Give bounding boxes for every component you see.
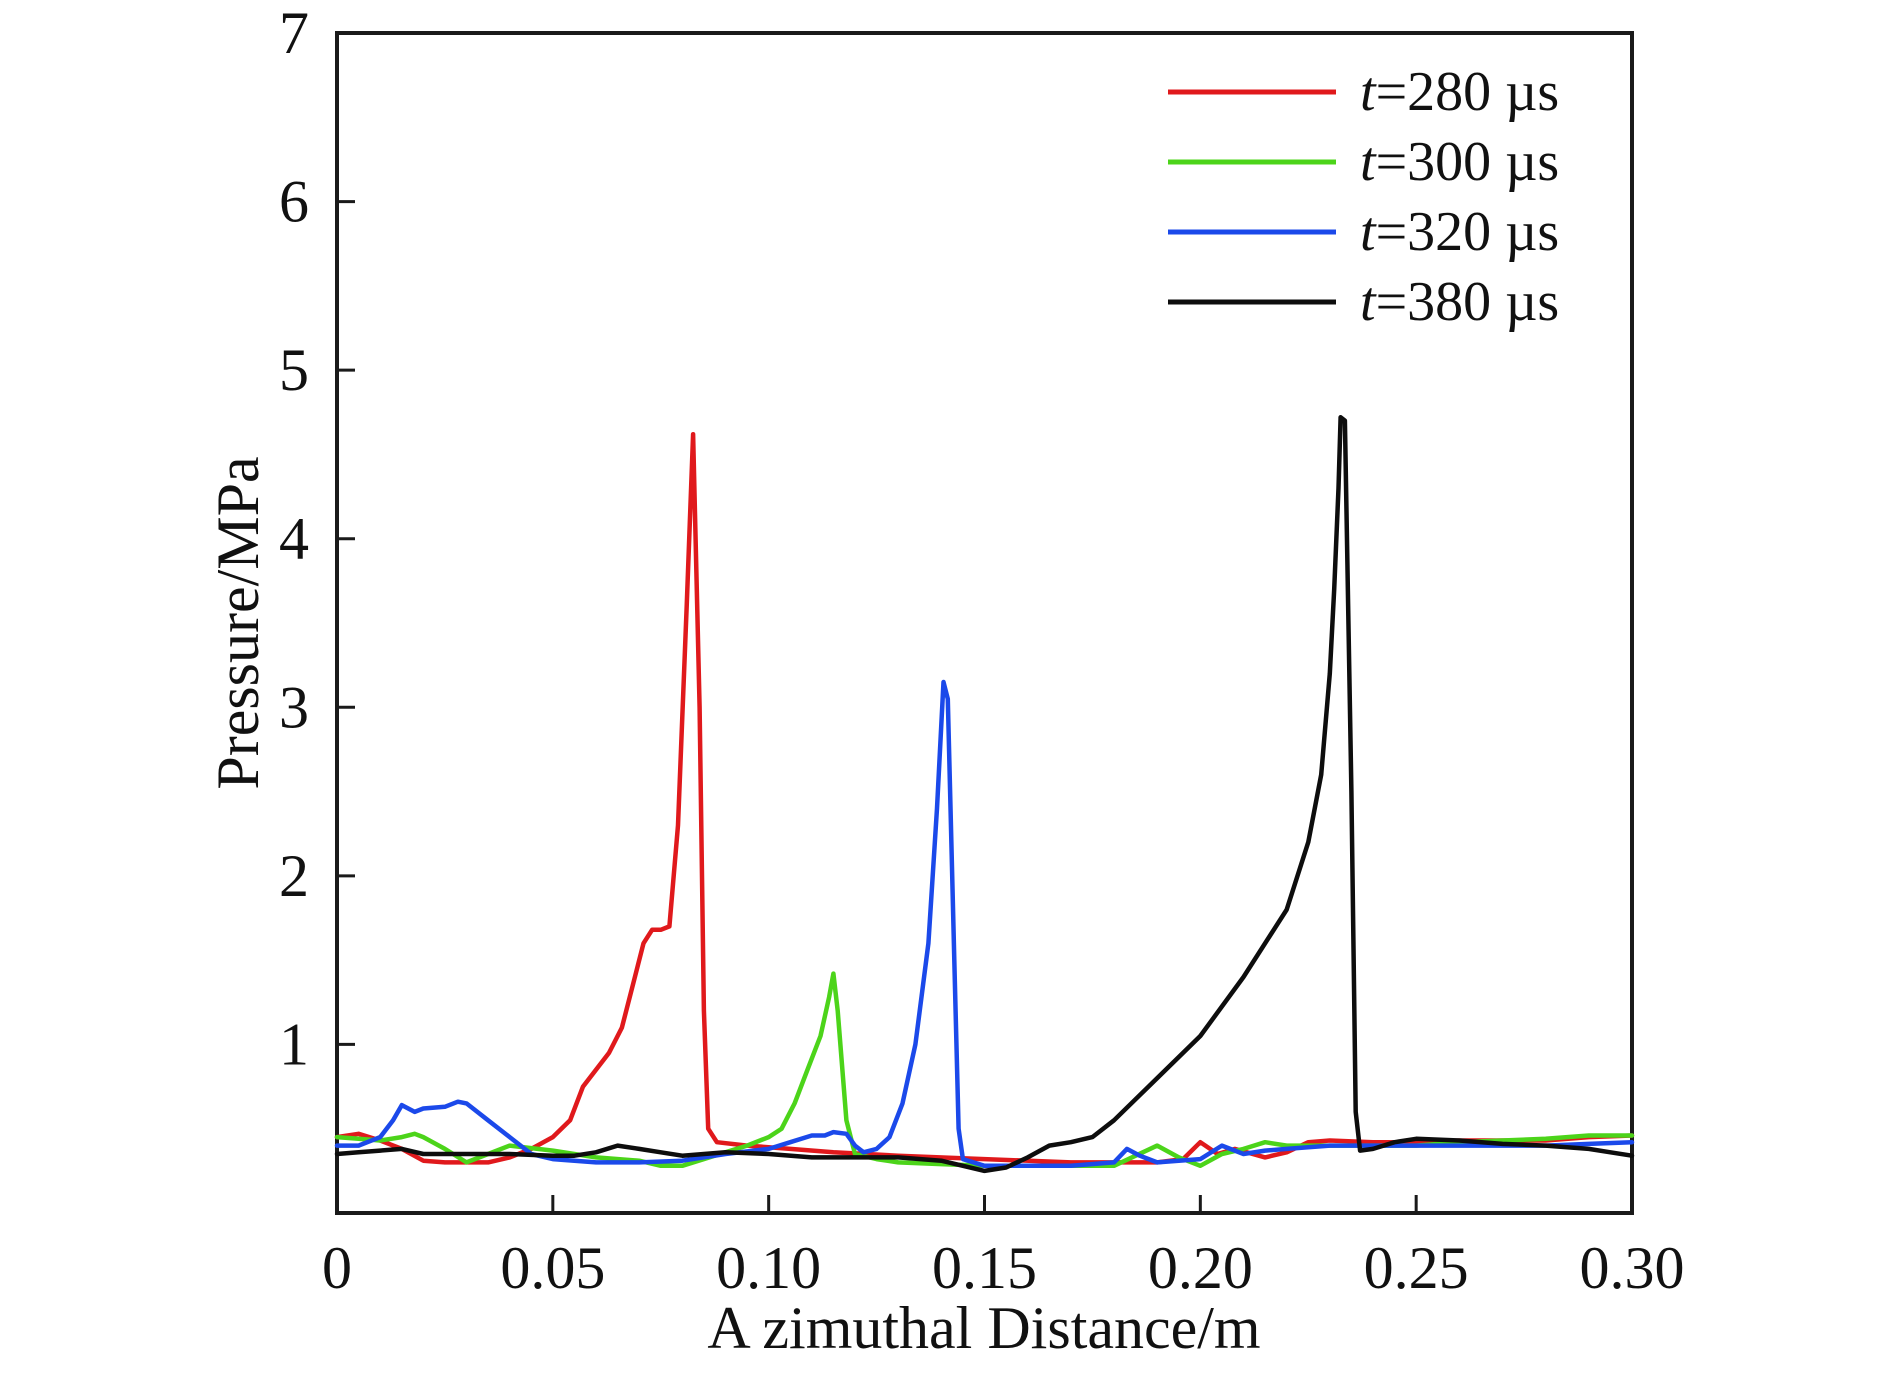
x-tick-label: 0 bbox=[322, 1235, 352, 1301]
legend-label-rest: =300 µs bbox=[1376, 131, 1560, 193]
legend-label-italic: t bbox=[1360, 271, 1377, 333]
y-axis-ticks: 1 2 3 4 5 6 7 bbox=[279, 0, 355, 1077]
legend-label-3: t=320 µs bbox=[1360, 201, 1559, 263]
legend-label-2: t=300 µs bbox=[1360, 131, 1559, 193]
x-tick-label: 0.15 bbox=[932, 1235, 1037, 1301]
y-axis-label: Pressure/MPa bbox=[205, 456, 271, 789]
y-tick-label: 2 bbox=[279, 843, 309, 909]
series-line-4 bbox=[334, 415, 1635, 1174]
y-tick-label: 4 bbox=[279, 506, 309, 572]
series-line-1 bbox=[334, 431, 1635, 1165]
y-tick-label: 5 bbox=[279, 337, 309, 403]
legend: t=280 µst=300 µst=320 µst=380 µs bbox=[1168, 61, 1559, 333]
legend-label-rest: =280 µs bbox=[1376, 61, 1560, 123]
x-axis-ticks: 0 0.05 0.10 0.15 0.20 0.25 0.30 bbox=[322, 1195, 1685, 1301]
x-tick-label: 0.20 bbox=[1148, 1235, 1253, 1301]
x-tick-label: 0.25 bbox=[1364, 1235, 1469, 1301]
legend-label-rest: =320 µs bbox=[1376, 201, 1560, 263]
series-line-2 bbox=[334, 971, 1635, 1169]
y-tick-label: 6 bbox=[279, 169, 309, 235]
legend-label-1: t=280 µs bbox=[1360, 61, 1559, 123]
series-line-3 bbox=[334, 679, 1635, 1169]
x-axis-label: A zimuthal Distance/m bbox=[707, 1295, 1260, 1361]
y-tick-label: 7 bbox=[279, 0, 309, 66]
y-tick-label: 3 bbox=[279, 674, 309, 740]
x-tick-label: 0.30 bbox=[1580, 1235, 1685, 1301]
legend-label-italic: t bbox=[1360, 131, 1377, 193]
x-tick-label: 0.10 bbox=[716, 1235, 821, 1301]
legend-label-rest: =380 µs bbox=[1376, 271, 1560, 333]
y-tick-label: 1 bbox=[279, 1011, 309, 1077]
series-layer bbox=[334, 415, 1635, 1174]
x-tick-label: 0.05 bbox=[500, 1235, 605, 1301]
legend-label-italic: t bbox=[1360, 61, 1377, 123]
legend-label-italic: t bbox=[1360, 201, 1377, 263]
legend-label-4: t=380 µs bbox=[1360, 271, 1559, 333]
